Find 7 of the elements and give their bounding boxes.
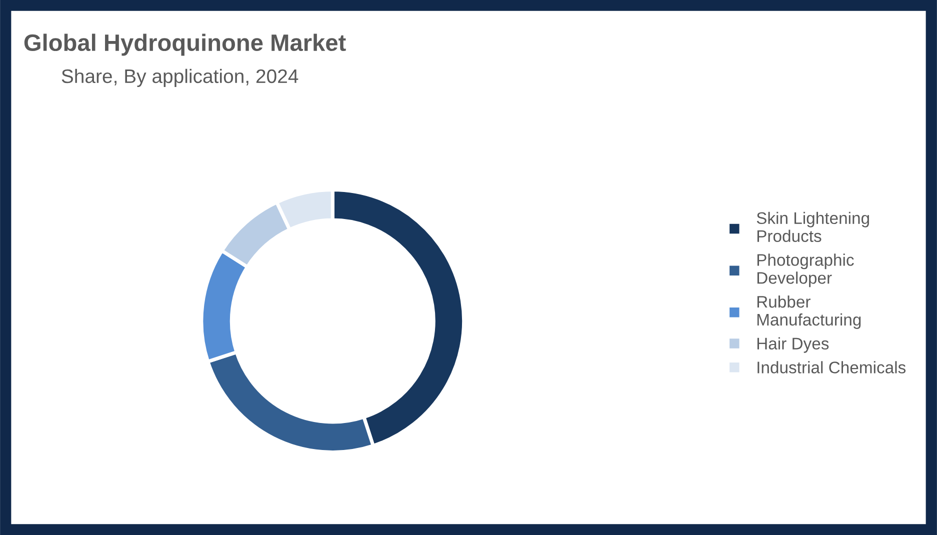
- chart-subtitle: Share, By application, 2024: [62, 68, 298, 87]
- legend-label: Industrial Chemicals: [758, 361, 906, 374]
- chart-title: Global Hydroquinone Market: [24, 34, 346, 56]
- legend-label: Hair Dyes: [757, 337, 829, 353]
- legend-label: Rubber Manufacturing: [757, 295, 861, 329]
- legend-label: Skin Lightening Products: [756, 212, 869, 242]
- legend-label: Photographic Developer: [757, 254, 854, 288]
